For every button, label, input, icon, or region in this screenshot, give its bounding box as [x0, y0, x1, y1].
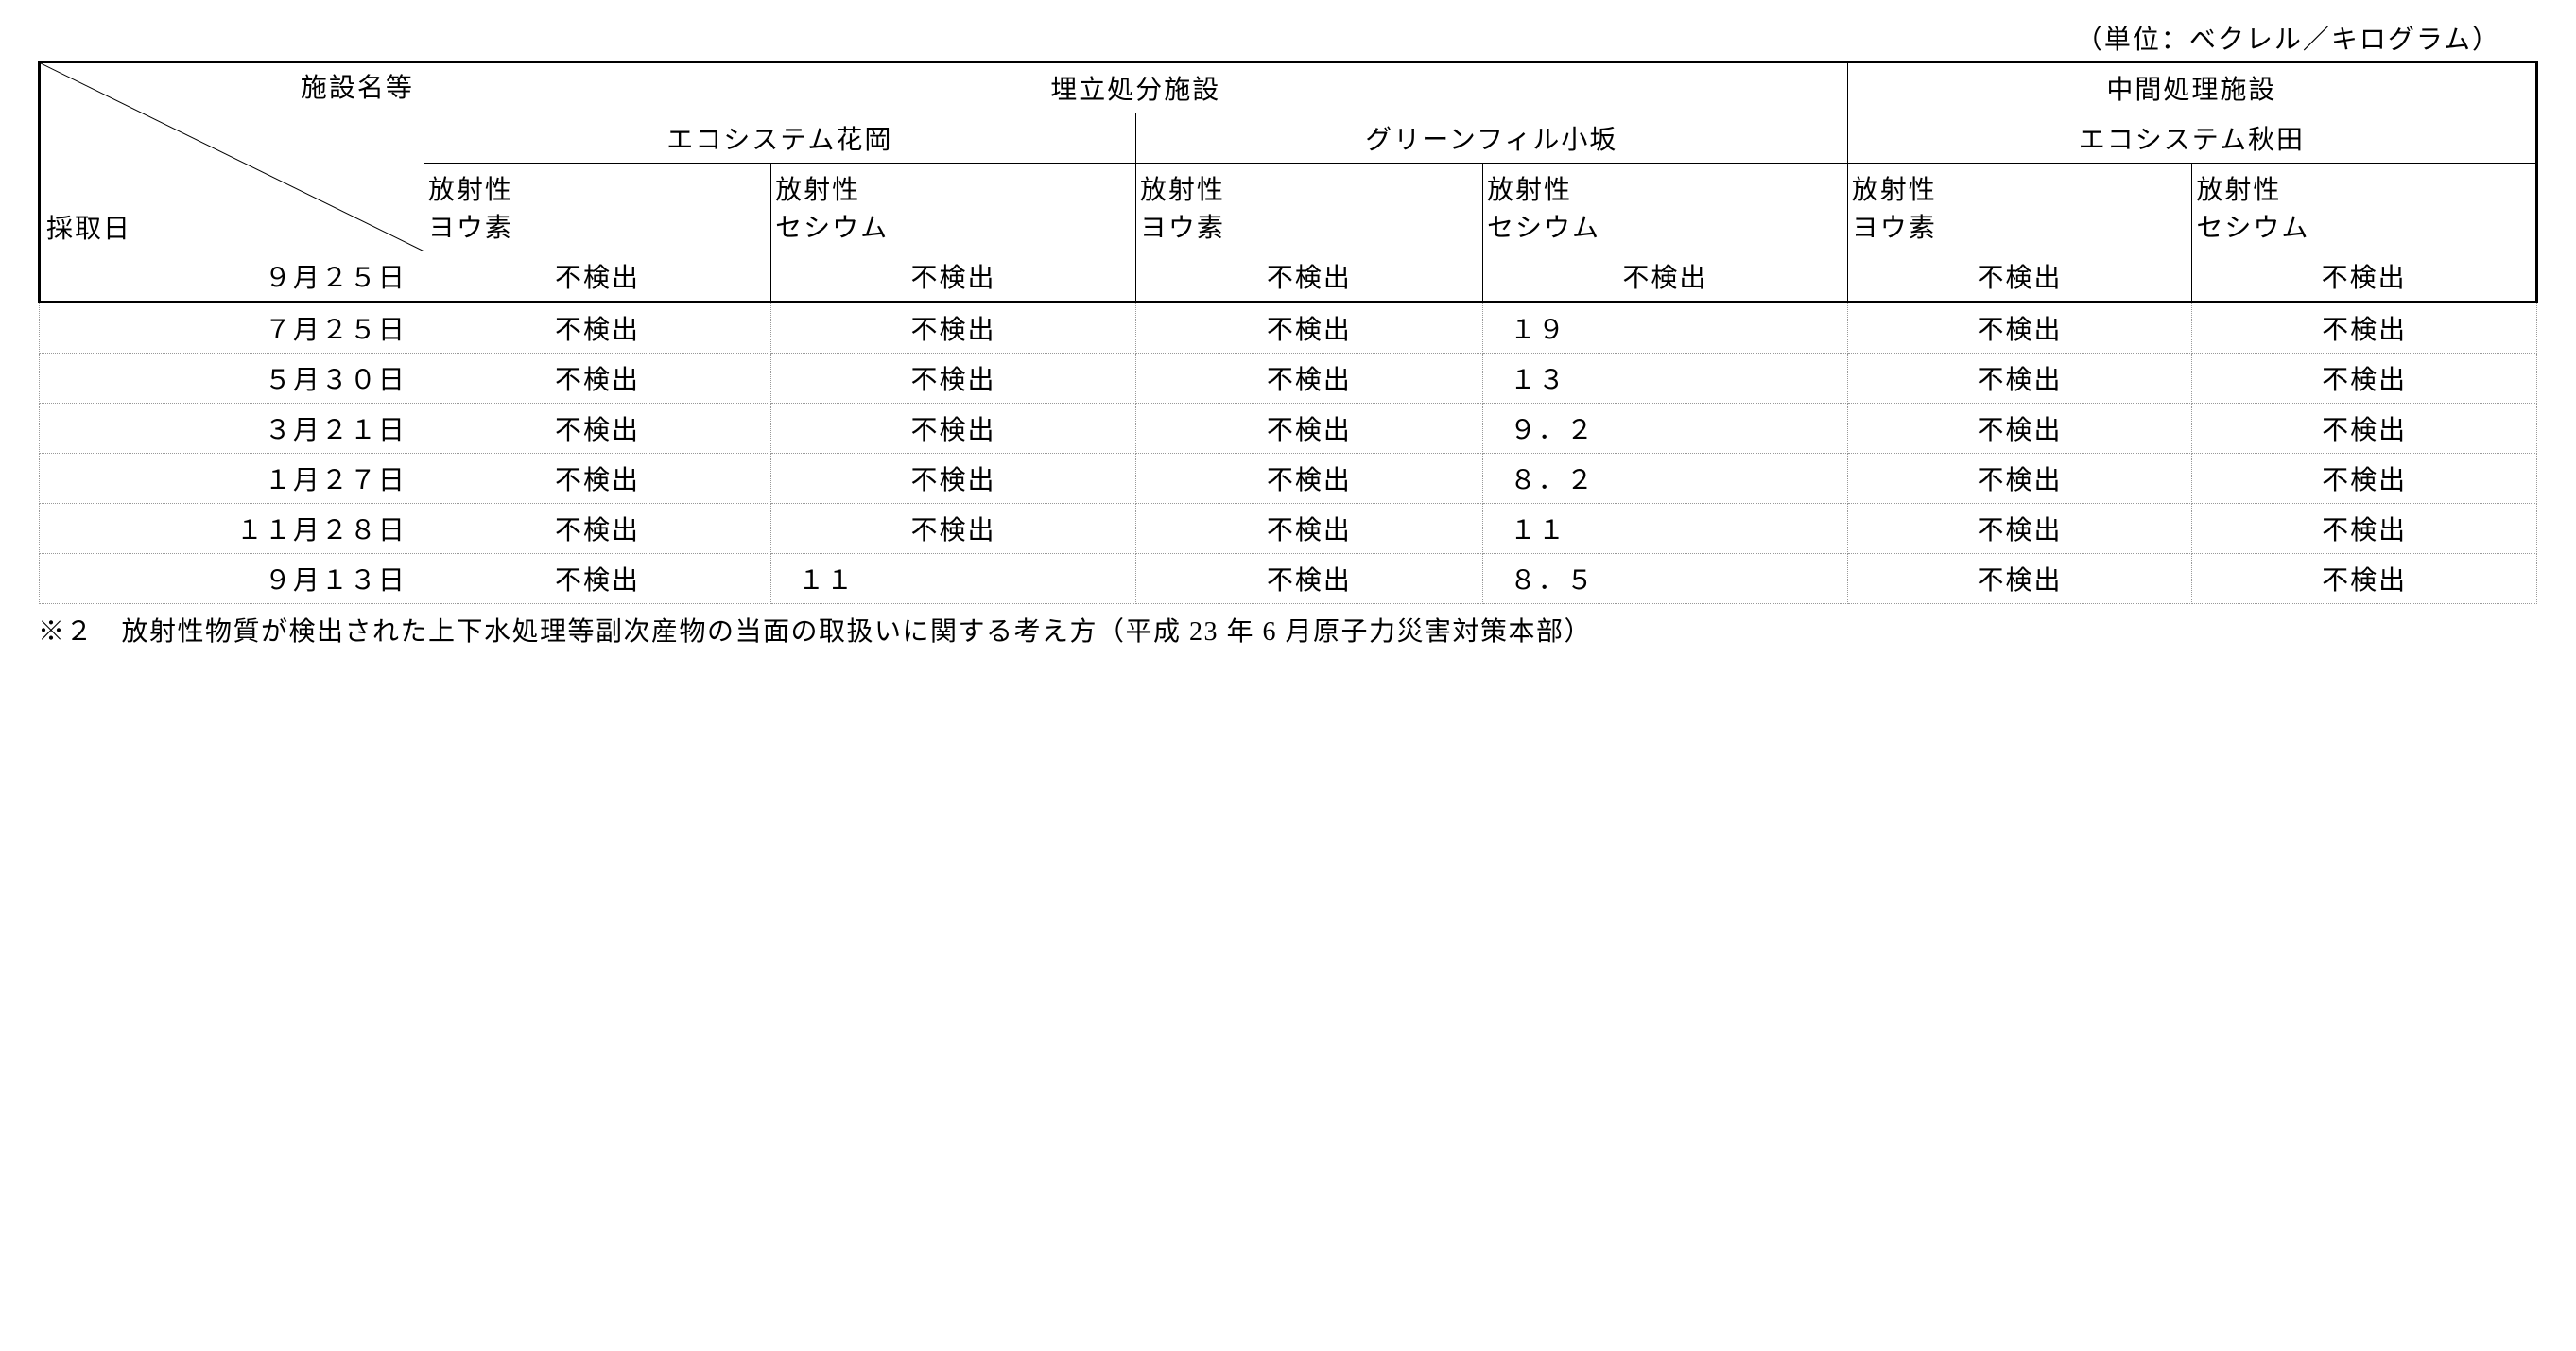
table-row: １１月２８日不検出不検出不検出１１不検出不検出	[40, 504, 2537, 554]
value-cell: １１	[771, 554, 1136, 604]
table-row: ９月１３日不検出１１不検出８．５不検出不検出	[40, 554, 2537, 604]
value-cell: ９．２	[1483, 404, 1848, 454]
value-cell: 不検出	[424, 404, 770, 454]
date-cell: ９月１３日	[40, 554, 424, 604]
value-cell: 不検出	[1847, 354, 2192, 404]
value-cell: 不検出	[424, 251, 770, 303]
date-cell: １１月２８日	[40, 504, 424, 554]
value-cell: 不検出	[1847, 504, 2192, 554]
value-cell: 不検出	[2192, 251, 2537, 303]
value-cell: 不検出	[771, 404, 1136, 454]
value-cell: 不検出	[1135, 504, 1482, 554]
facility-kosaka: グリーンフィル小坂	[1135, 113, 1847, 164]
col-iodine-1: 放射性ヨウ素	[424, 164, 770, 251]
value-cell: 不検出	[424, 303, 770, 354]
value-cell: 不検出	[2192, 504, 2537, 554]
value-cell: 不検出	[424, 504, 770, 554]
group-landfill: 埋立処分施設	[424, 62, 1847, 113]
value-cell: 不検出	[2192, 404, 2537, 454]
value-cell: 不検出	[1135, 404, 1482, 454]
value-cell: 不検出	[1847, 251, 2192, 303]
facility-hanaoka: エコシステム花岡	[424, 113, 1135, 164]
table-row: ５月３０日不検出不検出不検出１３不検出不検出	[40, 354, 2537, 404]
value-cell: ８．５	[1483, 554, 1848, 604]
value-cell: 不検出	[2192, 354, 2537, 404]
diagonal-header: 施設名等 採取日	[40, 62, 424, 251]
group-intermediate: 中間処理施設	[1847, 62, 2536, 113]
value-cell: 不検出	[424, 354, 770, 404]
col-iodine-3: 放射性ヨウ素	[1847, 164, 2192, 251]
footnote: ※２ 放射性物質が検出された上下水処理等副次産物の当面の取扱いに関する考え方（平…	[38, 610, 2538, 655]
date-cell: ９月２５日	[40, 251, 424, 303]
date-cell: ５月３０日	[40, 354, 424, 404]
unit-line: （単位：ベクレル／キログラム）	[38, 19, 2538, 57]
value-cell: 不検出	[1135, 303, 1482, 354]
value-cell: 不検出	[1483, 251, 1848, 303]
date-cell: ３月２１日	[40, 404, 424, 454]
value-cell: 不検出	[771, 454, 1136, 504]
value-cell: 不検出	[1847, 454, 2192, 504]
value-cell: 不検出	[424, 454, 770, 504]
measurement-table: 施設名等 採取日 埋立処分施設 中間処理施設 エコシステム花岡 グリーンフィル小…	[38, 61, 2538, 604]
col-iodine-2: 放射性ヨウ素	[1135, 164, 1482, 251]
table-row: １月２７日不検出不検出不検出８．２不検出不検出	[40, 454, 2537, 504]
col-cesium-1: 放射性セシウム	[771, 164, 1136, 251]
value-cell: １９	[1483, 303, 1848, 354]
value-cell: 不検出	[1135, 454, 1482, 504]
table-row: ９月２５日不検出不検出不検出不検出不検出不検出	[40, 251, 2537, 303]
value-cell: 不検出	[771, 251, 1136, 303]
value-cell: 不検出	[1847, 303, 2192, 354]
table-row: ７月２５日不検出不検出不検出１９不検出不検出	[40, 303, 2537, 354]
date-cell: ７月２５日	[40, 303, 424, 354]
value-cell: ８．２	[1483, 454, 1848, 504]
value-cell: 不検出	[1135, 554, 1482, 604]
value-cell: 不検出	[424, 554, 770, 604]
diag-top-label: 施設名等	[301, 67, 414, 105]
value-cell: 不検出	[1135, 251, 1482, 303]
footnote-text: ※２ 放射性物質が検出された上下水処理等副次産物の当面の取扱いに関する考え方（平…	[38, 610, 2538, 655]
value-cell: 不検出	[2192, 554, 2537, 604]
header-row-1: 施設名等 採取日 埋立処分施設 中間処理施設	[40, 62, 2537, 113]
value-cell: 不検出	[1847, 554, 2192, 604]
value-cell: １１	[1483, 504, 1848, 554]
value-cell: 不検出	[771, 303, 1136, 354]
value-cell: 不検出	[771, 354, 1136, 404]
value-cell: 不検出	[1847, 404, 2192, 454]
value-cell: １３	[1483, 354, 1848, 404]
table-body: ９月２５日不検出不検出不検出不検出不検出不検出７月２５日不検出不検出不検出１９不…	[40, 251, 2537, 604]
table-row: ３月２１日不検出不検出不検出９．２不検出不検出	[40, 404, 2537, 454]
col-cesium-3: 放射性セシウム	[2192, 164, 2537, 251]
facility-akita: エコシステム秋田	[1847, 113, 2536, 164]
value-cell: 不検出	[2192, 303, 2537, 354]
value-cell: 不検出	[771, 504, 1136, 554]
value-cell: 不検出	[1135, 354, 1482, 404]
diag-bottom-label: 採取日	[46, 208, 131, 246]
col-cesium-2: 放射性セシウム	[1483, 164, 1848, 251]
value-cell: 不検出	[2192, 454, 2537, 504]
date-cell: １月２７日	[40, 454, 424, 504]
